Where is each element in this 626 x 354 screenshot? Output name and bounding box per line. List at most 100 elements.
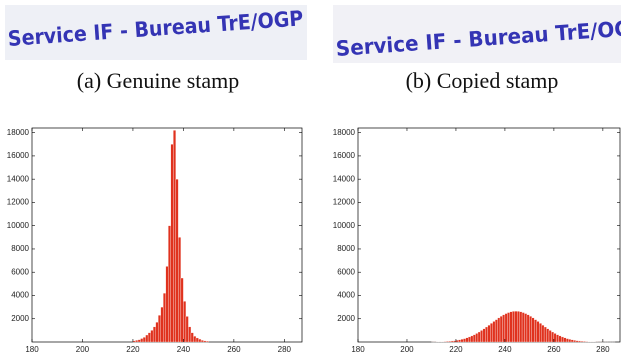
histogram-bar (173, 130, 176, 342)
x-tick-label: 180 (351, 345, 365, 354)
y-tick-label: 4000 (11, 291, 29, 300)
histogram-bar (158, 315, 161, 342)
y-tick-label: 12000 (7, 198, 30, 207)
histogram-bar (199, 339, 202, 342)
histogram-bar (468, 337, 470, 342)
histogram-bar (196, 338, 199, 342)
histogram-bar (539, 323, 541, 342)
x-tick-label: 260 (227, 345, 241, 354)
histogram-bar (522, 313, 524, 342)
histogram-bar (143, 337, 146, 342)
histogram-bar (498, 318, 500, 342)
histogram-bar (451, 341, 453, 342)
histogram-bar (515, 311, 517, 342)
histogram-bar (453, 341, 455, 342)
histogram-bar (201, 340, 204, 342)
y-tick-label: 14000 (333, 174, 356, 183)
histogram-bar (485, 327, 487, 342)
histogram-bar (517, 311, 519, 342)
histogram-bar (527, 315, 529, 342)
histogram-bar (564, 338, 566, 342)
histogram-bar (449, 341, 451, 342)
y-tick-label: 8000 (337, 244, 355, 253)
histogram-bar (171, 144, 174, 342)
histogram-bar (520, 312, 522, 342)
y-tick-label: 16000 (7, 151, 30, 160)
histogram-bar (529, 316, 531, 342)
figure: Service IF - Bureau TrE/OGP Service IF -… (0, 0, 626, 354)
histogram-bar (176, 179, 179, 342)
y-tick-label: 10000 (333, 221, 356, 230)
x-tick-label: 200 (76, 345, 90, 354)
histogram-bar (446, 341, 448, 342)
histogram-bar (525, 314, 527, 342)
y-tick-label: 6000 (337, 267, 355, 276)
histogram-bar (551, 332, 553, 342)
histogram-bar (549, 330, 551, 342)
caption: (b) Copied stamp (406, 68, 559, 93)
histogram-bar (138, 340, 141, 342)
histogram-bar (581, 341, 583, 342)
histogram-bar (532, 318, 534, 342)
x-tick-label: 220 (449, 345, 463, 354)
histogram-bar (471, 336, 473, 342)
histogram-bar (463, 339, 465, 342)
histogram-bar (544, 327, 546, 342)
histogram-bar (490, 323, 492, 342)
histogram-bar (156, 322, 159, 342)
histogram-bar (566, 339, 568, 342)
histogram-bar (488, 325, 490, 342)
x-tick-label: 200 (400, 345, 414, 354)
y-tick-label: 2000 (337, 314, 355, 323)
histogram-bar (505, 314, 507, 342)
histogram-bar (573, 340, 575, 342)
histogram-bar (178, 237, 181, 342)
histogram-bar (537, 321, 539, 342)
x-tick-label: 180 (25, 345, 39, 354)
y-tick-label: 18000 (333, 128, 356, 137)
histogram-bar (483, 329, 485, 342)
histogram-bar (466, 338, 468, 342)
histogram-bar (512, 311, 514, 342)
histogram-bar (495, 320, 497, 342)
histogram-bar (542, 325, 544, 342)
histogram-bar (186, 316, 189, 342)
y-tick-label: 14000 (7, 174, 30, 183)
y-tick-label: 8000 (11, 244, 29, 253)
x-tick-label: 260 (547, 345, 561, 354)
histogram-bar (135, 340, 138, 342)
x-tick-label: 240 (498, 345, 512, 354)
x-tick-label: 280 (596, 345, 610, 354)
histogram-bar (168, 226, 171, 342)
histogram-bar (133, 341, 136, 342)
histogram-bar (578, 341, 580, 342)
histogram-bar (183, 301, 186, 342)
histogram-bar (204, 341, 207, 342)
histogram-bar (561, 337, 563, 342)
histogram-bar (510, 312, 512, 342)
histogram-bar (461, 339, 463, 342)
histogram-bar (166, 266, 169, 342)
caption: (a) Genuine stamp (77, 68, 240, 93)
histogram-bar (478, 332, 480, 342)
y-tick-label: 6000 (11, 267, 29, 276)
histogram-bar (191, 333, 194, 342)
y-tick-label: 16000 (333, 151, 356, 160)
y-tick-label: 4000 (337, 291, 355, 300)
histogram-bar (458, 340, 460, 342)
histogram-bar (556, 335, 558, 342)
histogram-bar (569, 339, 571, 342)
x-tick-label: 240 (177, 345, 191, 354)
histogram-bar (583, 341, 585, 342)
histogram-bar (547, 329, 549, 342)
y-tick-label: 10000 (7, 221, 30, 230)
histogram-bar (193, 336, 196, 342)
y-tick-label: 2000 (11, 314, 29, 323)
y-tick-label: 12000 (333, 198, 356, 207)
histogram-bar (559, 336, 561, 342)
histogram-bar (141, 339, 144, 342)
histogram-bar (476, 333, 478, 342)
histogram-bar (181, 278, 184, 342)
histogram-bar (507, 313, 509, 342)
histogram-bar (534, 320, 536, 342)
